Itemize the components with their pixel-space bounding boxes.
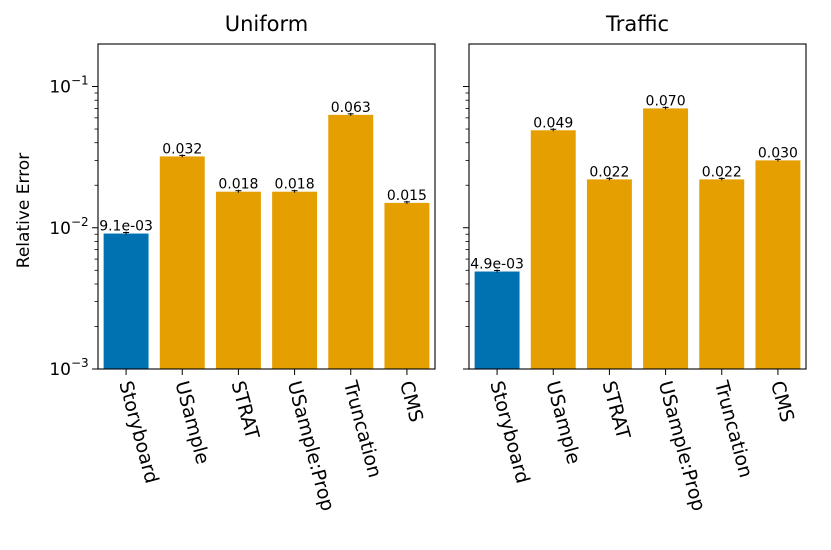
traffic-bar-label-truncation: 0.022 — [702, 164, 742, 180]
traffic-x-tick-label-truncation: Truncation — [710, 378, 757, 480]
traffic-x-tick-label-usample: USample — [541, 379, 584, 467]
uniform-bar-usample-prop — [272, 191, 318, 369]
traffic-panel: Traffic 4.9e-03 Storyboard 0.049 USample 0.02… — [463, 12, 807, 514]
traffic-x-tick-label-usample-prop: USample:Prop — [654, 379, 710, 514]
y-tick-base: 10 — [49, 219, 71, 239]
traffic-bar-label-usample-prop: 0.070 — [646, 93, 686, 109]
traffic-bar-usample-prop — [643, 108, 689, 369]
uniform-title: Uniform — [225, 12, 308, 36]
traffic-bar-label-strat: 0.022 — [589, 164, 629, 180]
y-tick-label: 10−1 — [49, 74, 88, 98]
uniform-bar-label-storyboard: 9.1e-03 — [99, 219, 153, 235]
uniform-bar-label-usample: 0.032 — [162, 141, 202, 157]
uniform-bar-label-usample-prop: 0.018 — [275, 177, 315, 193]
y-tick-base: 10 — [49, 360, 71, 380]
traffic-bar-strat — [586, 179, 632, 369]
uniform-bar-storyboard — [103, 233, 149, 369]
uniform-x-tick-label-storyboard: Storyboard — [114, 379, 162, 486]
uniform-bar-usample — [159, 156, 205, 369]
uniform-bar-label-cms: 0.015 — [387, 188, 427, 204]
y-tick-base: 10 — [49, 78, 71, 98]
uniform-x-tick-label-truncation: Truncation — [339, 378, 386, 480]
traffic-bar-label-usample: 0.049 — [533, 115, 573, 131]
traffic-bar-cms — [755, 160, 801, 369]
y-tick-exponent: −1 — [71, 74, 89, 88]
traffic-x-tick-label-strat: STRAT — [598, 379, 635, 442]
uniform-bar-truncation — [328, 114, 374, 370]
traffic-bar-usample — [530, 130, 576, 369]
uniform-axes-frame — [97, 43, 436, 370]
uniform-x-tick-label-strat: STRAT — [227, 379, 264, 442]
y-axis-label: Relative Error — [14, 153, 34, 268]
traffic-bar-truncation — [699, 179, 745, 369]
y-tick-exponent: −3 — [71, 356, 89, 370]
traffic-title: Traffic — [605, 12, 669, 36]
traffic-bar-storyboard — [474, 271, 520, 369]
uniform-bar-label-strat: 0.018 — [218, 177, 258, 193]
uniform-bar-cms — [384, 202, 430, 369]
traffic-x-tick-label-cms: CMS — [766, 379, 798, 425]
y-tick-label: 10−2 — [49, 215, 88, 239]
uniform-x-tick-label-usample-prop: USample:Prop — [283, 379, 339, 514]
traffic-x-tick-label-storyboard: Storyboard — [485, 379, 533, 486]
y-tick-exponent: −2 — [71, 215, 89, 229]
y-tick-label: 10−3 — [49, 356, 88, 380]
traffic-bar-label-storyboard: 4.9e-03 — [470, 257, 524, 273]
uniform-bar-strat — [215, 191, 261, 369]
uniform-bar-label-truncation: 0.063 — [331, 100, 371, 116]
traffic-bar-label-cms: 0.030 — [758, 145, 798, 161]
traffic-axes-frame — [468, 43, 807, 370]
uniform-x-tick-label-usample: USample — [170, 379, 213, 467]
uniform-x-tick-label-cms: CMS — [395, 379, 427, 425]
